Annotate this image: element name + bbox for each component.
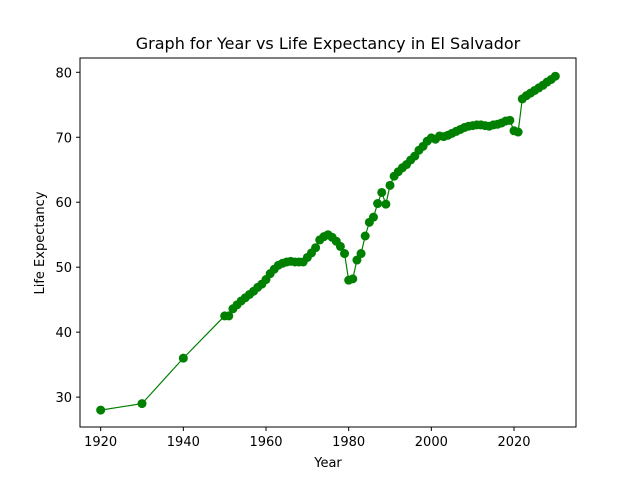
x-tick-label: 1960	[249, 435, 282, 450]
data-point	[373, 199, 383, 209]
data-point	[335, 241, 345, 251]
data-point	[356, 249, 366, 259]
plot-area	[79, 57, 577, 428]
y-tick-label: 80	[55, 66, 72, 81]
x-tick-label: 1920	[84, 435, 117, 450]
x-tick-label: 1940	[167, 435, 200, 450]
y-tick-label: 30	[55, 391, 72, 406]
data-point	[224, 311, 234, 321]
data-point	[178, 353, 188, 363]
chart-title: Graph for Year vs Life Expectancy in El …	[136, 34, 521, 53]
y-axis-label: Life Expectancy	[33, 191, 48, 294]
x-tick-label: 2020	[497, 435, 530, 450]
data-point	[505, 115, 515, 125]
data-point	[550, 71, 560, 81]
x-axis-label: Year	[313, 456, 342, 471]
data-point	[381, 199, 391, 209]
data-point	[368, 212, 378, 222]
y-tick-label: 50	[55, 261, 72, 276]
data-point	[377, 187, 387, 197]
data-point	[340, 249, 350, 259]
data-point	[96, 405, 106, 415]
x-tick-label: 2000	[415, 435, 448, 450]
x-axis: 1920 1940 1960 1980 2000 2020	[84, 427, 531, 450]
data-point	[352, 255, 362, 265]
series-layer	[96, 71, 560, 415]
x-tick-label: 1980	[332, 435, 365, 450]
data-point	[360, 231, 370, 241]
data-point	[348, 274, 358, 284]
data-point	[137, 399, 147, 409]
data-point	[513, 127, 523, 137]
data-point	[385, 180, 395, 190]
plot-frame	[79, 57, 577, 428]
y-tick-label: 70	[55, 131, 72, 146]
y-tick-label: 60	[55, 196, 72, 211]
y-tick-label: 40	[55, 326, 72, 341]
y-axis: 30 40 50 60 70 80	[55, 66, 80, 406]
data-point	[311, 243, 321, 253]
